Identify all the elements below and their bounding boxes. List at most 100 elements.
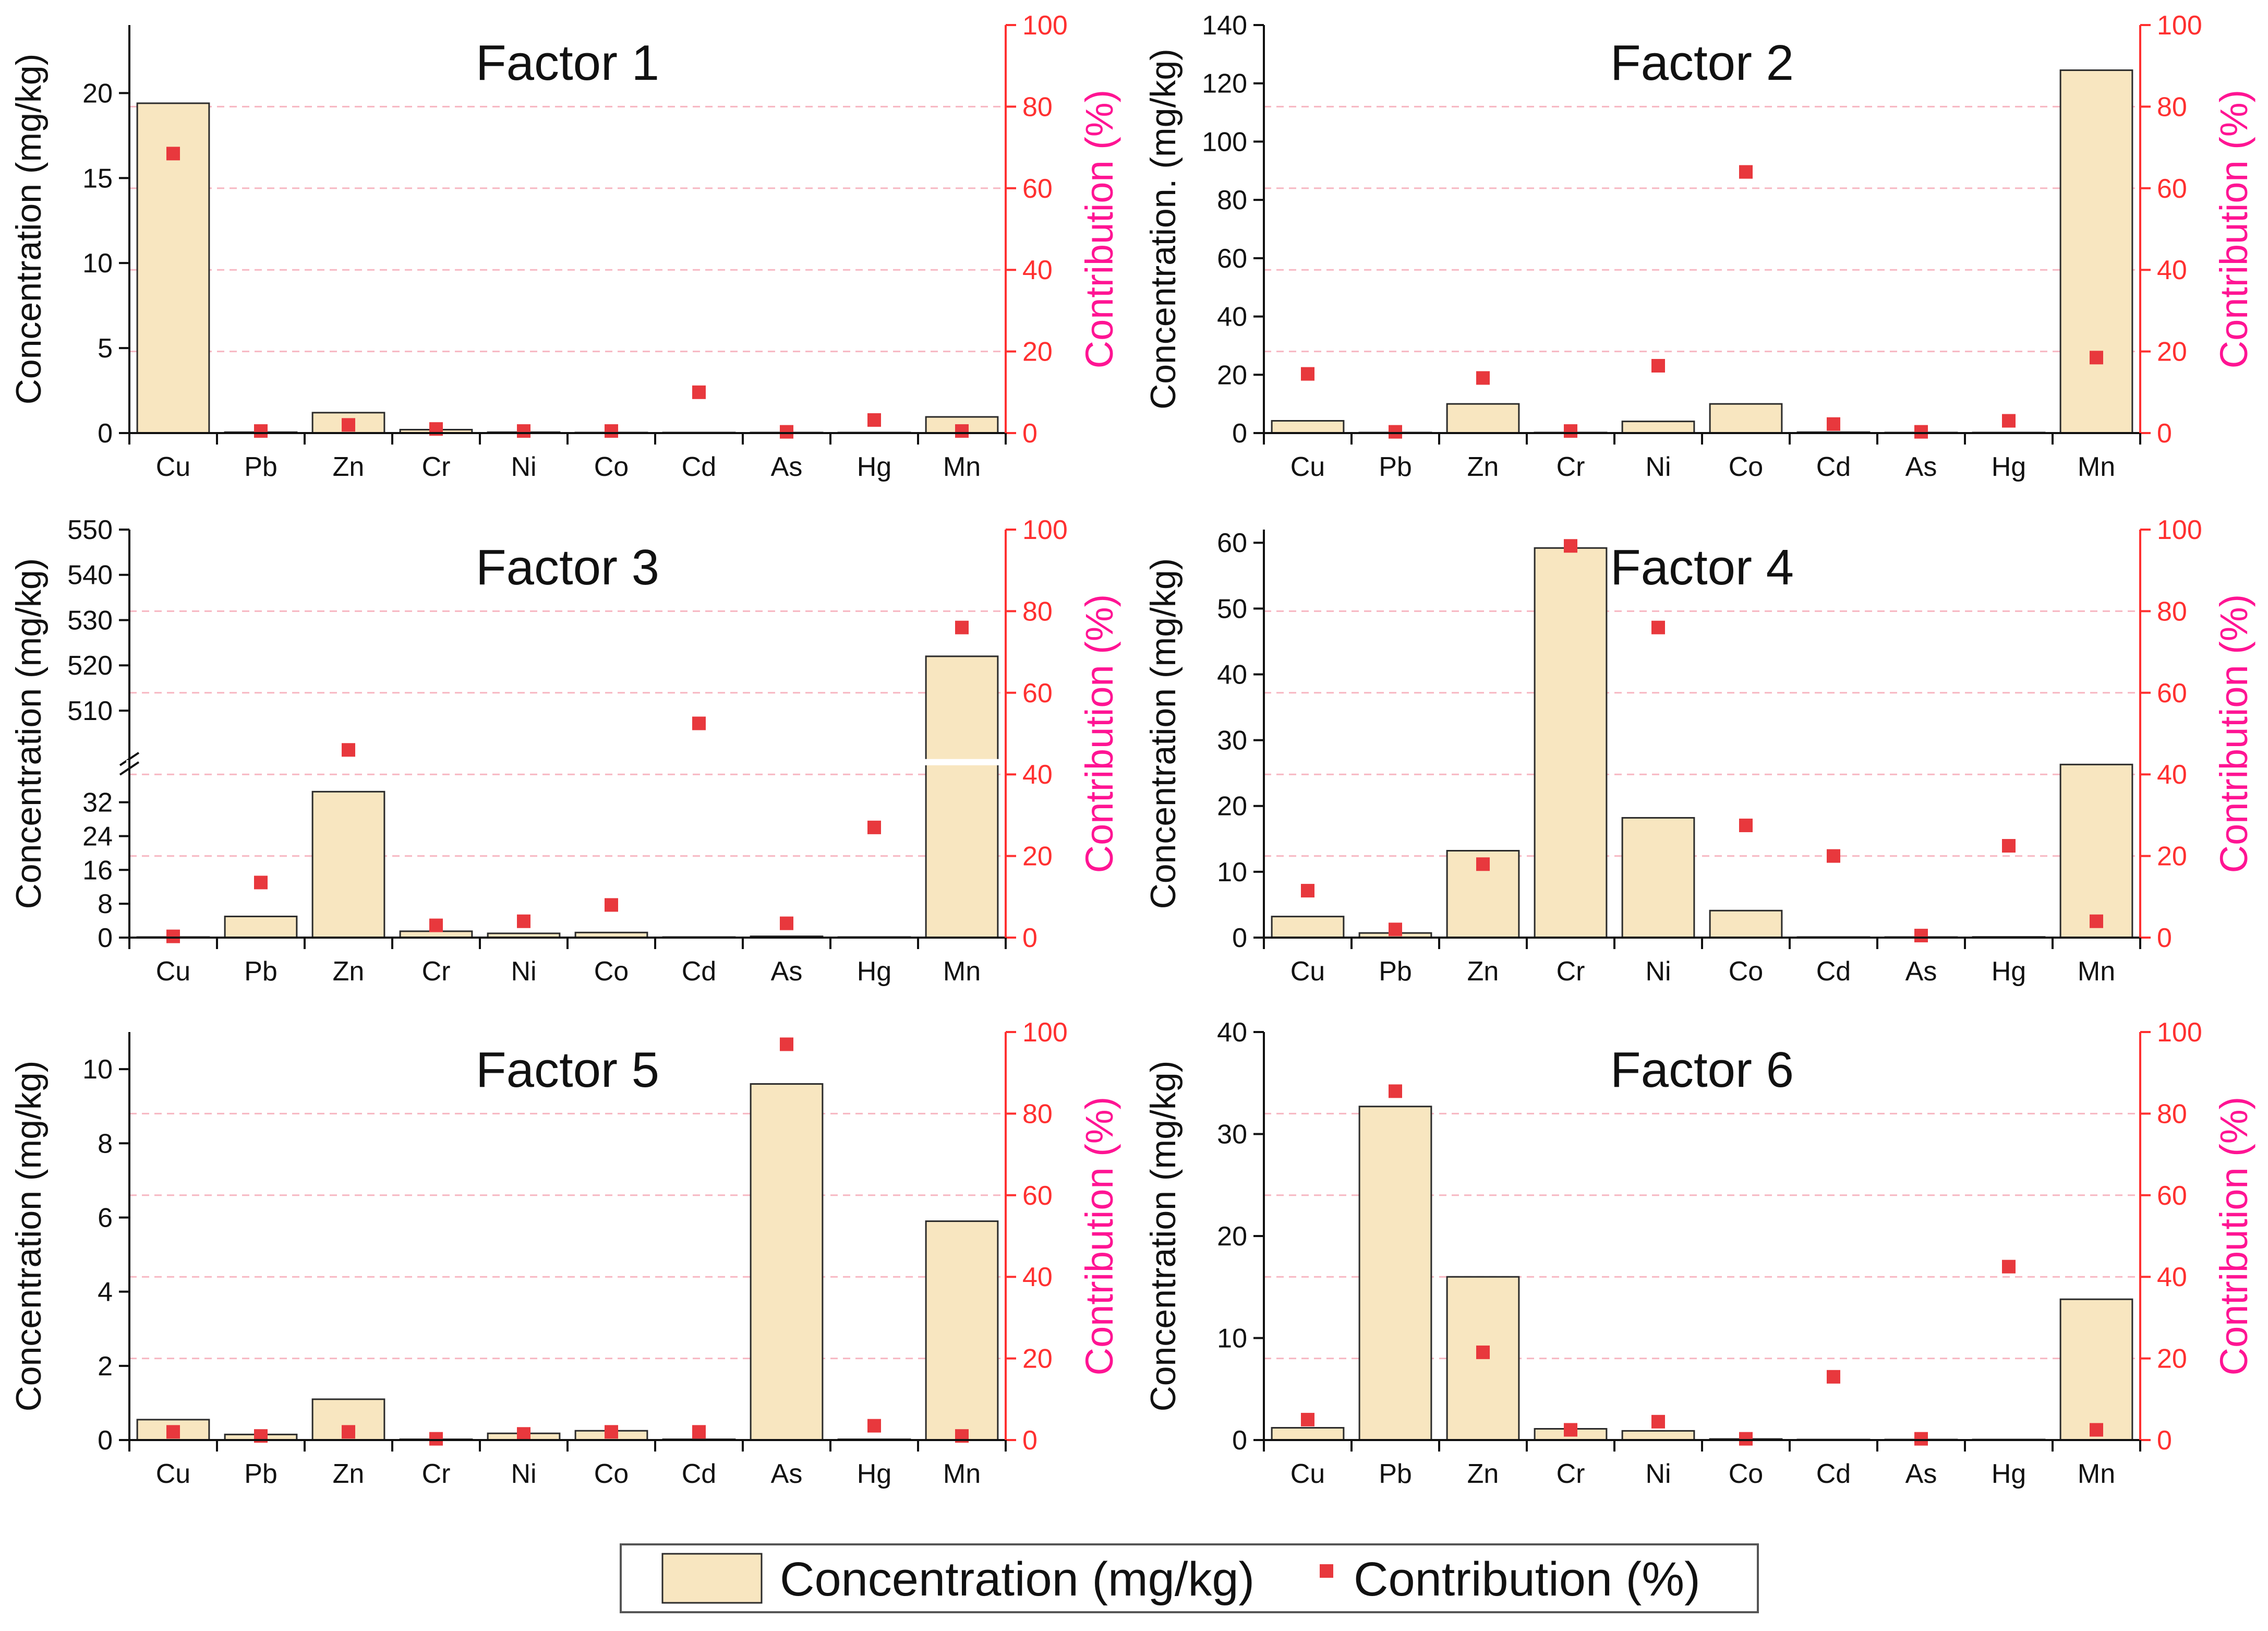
y-tick-label: 0 [1232,1425,1247,1456]
bar-mn [2059,69,2133,434]
x-tick-label-hg: Hg [857,956,891,987]
y-tick-label: 8 [98,1129,113,1159]
contribution-marker-as [780,425,793,439]
contribution-marker-cd [692,385,706,399]
contribution-marker-ni [1651,358,1665,373]
y-right-tick-label: 0 [1022,418,1038,449]
x-tick-label-cu: Cu [1290,956,1325,987]
x-tick-label-zn: Zn [333,956,365,987]
bar-mn [2059,763,2133,939]
contribution-marker-zn [342,743,355,757]
contribution-marker-as [780,916,793,930]
x-tick-label-cr: Cr [1557,452,1585,482]
y-right-tick-label: 20 [2157,842,2187,872]
y-right-tick-label: 80 [2157,1099,2187,1129]
y-axis-label: Concentration (mg/kg) [9,558,49,909]
contribution-marker-cd [1827,1370,1840,1384]
y-tick-label: 530 [67,605,113,635]
bar-cu [1271,1427,1345,1441]
x-tick-label-co: Co [594,1459,629,1489]
y-right-tick-label: 20 [1022,842,1053,872]
y-right-tick-label: 60 [2157,1181,2187,1211]
x-tick-label-mn: Mn [943,452,981,482]
x-tick-label-ni: Ni [511,1459,536,1489]
y-tick-label: 540 [67,560,113,591]
y-right-tick-label: 40 [1022,255,1053,285]
contribution-marker-co [605,898,618,912]
x-tick-label-mn: Mn [943,956,981,987]
y-tick-label: 120 [1202,69,1247,99]
contribution-marker-mn [2090,1423,2103,1437]
y-tick-label: 60 [1217,528,1247,558]
x-tick-label-pb: Pb [1379,452,1412,482]
y-tick-label: 40 [1217,302,1247,332]
chart-title: Factor 1 [476,35,659,91]
x-tick-label-as: As [771,1459,803,1489]
x-tick-label-hg: Hg [1992,452,2026,482]
contribution-marker-pb [254,424,268,438]
contribution-marker-cr [1564,424,1577,438]
bar-zn [311,790,385,939]
contribution-marker-mn [2090,914,2103,928]
y-right-tick-label: 100 [2157,10,2202,41]
x-tick-label-hg: Hg [1992,956,2026,987]
contribution-marker-hg [867,820,881,834]
contribution-marker-mn [955,620,969,634]
y-right-axis-label: Contribution (%) [2212,1097,2255,1376]
contribution-marker-cr [429,918,443,932]
contribution-marker-cr [429,1432,443,1446]
y-tick-label: 0 [98,418,113,449]
contribution-marker-as [1914,1432,1928,1446]
y-axis-label: Concentration (mg/kg) [9,54,49,405]
contribution-marker-zn [1476,857,1490,871]
x-tick-label-cu: Cu [1290,1459,1325,1489]
y-right-tick-label: 40 [1022,760,1053,790]
x-tick-label-zn: Zn [1467,452,1499,482]
y-right-tick-label: 100 [2157,515,2202,545]
y-right-axis-label: Contribution (%) [2212,594,2255,873]
x-tick-label-as: As [1905,1459,1937,1489]
panel-factor-1: 0 5 10 15 20 0 20 40 60 80 100 Cu Pb Zn Cr Ni Co Cd As Hg Mn… [9,10,1121,482]
y-tick-label: 60 [1217,244,1247,274]
y-axis-label: Concentration (mg/kg) [9,1061,49,1412]
bar-mn [925,655,999,939]
contribution-marker-cd [692,1425,706,1439]
x-tick-label-co: Co [1729,1459,1763,1489]
y-right-tick-label: 60 [1022,678,1053,709]
y-tick-label: 510 [67,696,113,726]
x-tick-label-cr: Cr [422,956,451,987]
contribution-marker-cu [166,929,180,943]
y-right-tick-label: 20 [2157,337,2187,367]
contribution-marker-co [1739,818,1753,832]
contribution-marker-cu [166,1425,180,1439]
chart-title: Factor 5 [476,1042,659,1098]
x-tick-label-mn: Mn [2078,452,2115,482]
y-tick-label: 80 [1217,185,1247,215]
y-right-tick-label: 40 [2157,1262,2187,1292]
y-tick-label: 100 [1202,127,1247,157]
y-right-tick-label: 100 [1022,515,1068,545]
x-tick-label-cu: Cu [1290,452,1325,482]
legend-box [620,1543,1759,1613]
contribution-marker-cu [1301,884,1314,898]
x-tick-label-mn: Mn [943,1459,981,1489]
y-tick-label: 40 [1217,659,1247,690]
y-right-tick-label: 0 [1022,923,1038,953]
chart-title: Factor 6 [1610,1042,1794,1098]
x-tick-label-pb: Pb [244,1459,278,1489]
contribution-marker-as [1914,929,1928,943]
y-tick-label: 10 [1217,1324,1247,1354]
contribution-marker-hg [867,413,881,427]
x-tick-label-ni: Ni [1645,956,1671,987]
y-tick-label: 40 [1217,1017,1247,1048]
bar-cr [1534,547,1608,939]
legend-concentration-label: Concentration (mg/kg) [780,1553,1254,1606]
x-tick-label-ni: Ni [511,452,536,482]
x-tick-label-hg: Hg [1992,1459,2026,1489]
x-tick-label-mn: Mn [2078,956,2115,987]
y-tick-label: 30 [1217,726,1247,756]
x-tick-label-hg: Hg [857,452,891,482]
bar-co [1709,909,1783,939]
